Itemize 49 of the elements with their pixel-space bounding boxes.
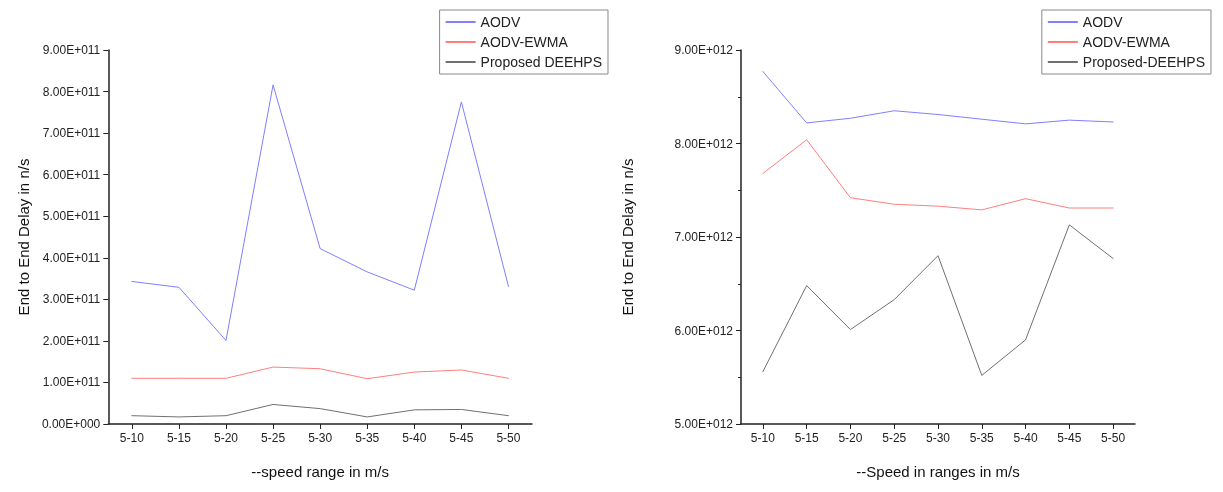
line-series xyxy=(762,139,1114,211)
y-tick-label: 9.00E+011 xyxy=(42,43,101,57)
y-tick-label: 5.00E+011 xyxy=(42,209,101,224)
y-tick-label: 6.00E+012 xyxy=(674,323,734,338)
y-tick-label: 5.00E+012 xyxy=(674,417,734,431)
y-axis-title: End to End Delay in n/s xyxy=(619,158,636,316)
legend-label: Proposed-DEEHPS xyxy=(1082,54,1206,70)
line-series xyxy=(131,366,509,380)
y-tick-label: 7.00E+012 xyxy=(674,230,734,244)
x-tick-label: 5-35 xyxy=(355,431,380,445)
x-tick-label: 5-45 xyxy=(1057,431,1082,445)
y-tick-label: 8.00E+012 xyxy=(674,136,734,151)
x-tick-label: 5-25 xyxy=(261,431,286,445)
x-tick-label: 5-10 xyxy=(119,431,145,445)
y-tick-label: 6.00E+011 xyxy=(42,167,101,182)
x-tick-label: 5-45 xyxy=(449,431,474,445)
x-tick-label: 5-30 xyxy=(925,431,951,445)
legend-label: AODV-EWMA xyxy=(1082,34,1171,50)
x-tick-label: 5-35 xyxy=(969,431,995,445)
y-tick-label: 1.00E+011 xyxy=(42,375,101,390)
x-tick-label: 5-15 xyxy=(166,431,192,445)
x-tick-label: 5-40 xyxy=(1013,431,1038,445)
y-tick-label: 2.00E+011 xyxy=(42,333,101,348)
x-tick-label: 5-20 xyxy=(838,431,863,445)
y-tick-label: 8.00E+011 xyxy=(42,84,101,99)
x-tick-label: 5-40 xyxy=(402,431,427,445)
legend-label: AODV xyxy=(1082,14,1124,30)
line-series xyxy=(762,224,1114,376)
x-tick-label: 5-50 xyxy=(1101,431,1126,445)
y-tick-label: 3.00E+011 xyxy=(42,292,101,307)
legend-label: Proposed DEEHPS xyxy=(480,54,603,70)
y-tick-label: 4.00E+011 xyxy=(42,250,101,265)
line-series xyxy=(762,71,1114,125)
x-axis-title: --Speed in ranges in m/s xyxy=(856,463,1020,480)
x-tick-label: 5-50 xyxy=(496,431,521,445)
x-tick-label: 5-20 xyxy=(213,431,239,445)
legend-label: AODV-EWMA xyxy=(480,34,569,50)
legend-label: AODV xyxy=(480,14,521,30)
y-axis-title: End to End Delay in n/s xyxy=(15,158,32,316)
line-series xyxy=(131,403,509,418)
y-tick-label: 9.00E+012 xyxy=(674,43,734,57)
y-tick-label: 7.00E+011 xyxy=(42,126,101,141)
x-tick-label: 5-30 xyxy=(308,431,333,445)
y-tick-label: 0.00E+000 xyxy=(41,417,101,431)
x-tick-label: 5-25 xyxy=(882,431,907,445)
x-axis-title: --speed range in m/s xyxy=(251,463,389,480)
x-tick-label: 5-15 xyxy=(794,431,819,445)
line-series xyxy=(131,84,509,341)
x-tick-label: 5-10 xyxy=(750,431,776,445)
